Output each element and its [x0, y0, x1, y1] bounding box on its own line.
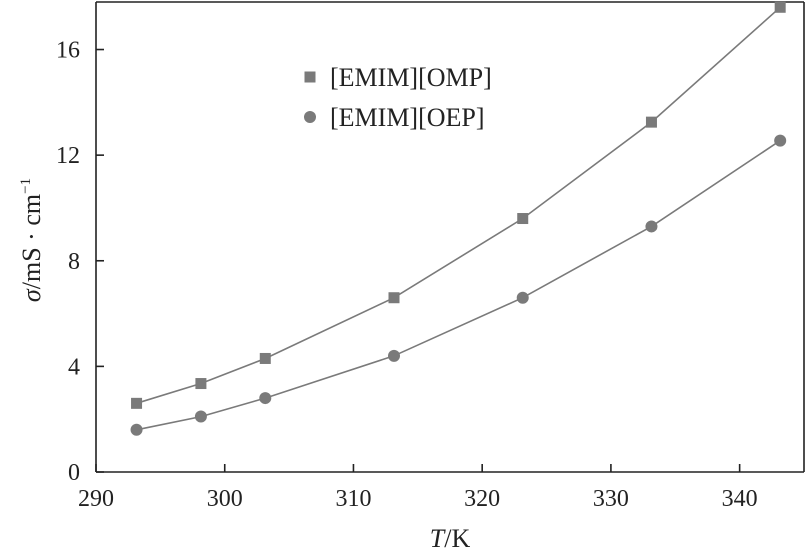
data-point-oep — [259, 392, 272, 405]
legend: [EMIM][OMP] [EMIM][OEP] — [304, 63, 492, 132]
data-point-omp — [131, 397, 143, 409]
legend-marker-omp — [304, 71, 316, 83]
y-axis-unit: /mS · cm — [17, 194, 46, 289]
legend-label-oep: [EMIM][OEP] — [330, 103, 485, 132]
y-tick-label: 0 — [68, 460, 80, 486]
data-point-oep — [516, 291, 529, 304]
y-tick-label: 4 — [68, 354, 80, 380]
data-point-omp — [774, 1, 786, 13]
y-tick-label: 8 — [68, 249, 80, 275]
x-tick-label: 330 — [593, 486, 629, 512]
series-line-oep — [136, 139, 781, 431]
y-axis-ticks: 0 4 8 12 16 — [56, 38, 104, 486]
x-tick-label: 310 — [335, 486, 371, 512]
x-axis-symbol: T — [430, 524, 446, 553]
data-point-oep — [774, 134, 787, 147]
data-point-omp — [195, 378, 207, 390]
y-axis-symbol: σ — [17, 288, 46, 302]
x-tick-label: 290 — [78, 486, 114, 512]
data-point-omp — [517, 213, 529, 225]
series-layer — [130, 1, 787, 436]
data-point-omp — [645, 116, 657, 128]
y-axis-exponent: −1 — [18, 178, 34, 194]
x-axis-title: T/K — [430, 524, 471, 553]
series-oep — [130, 134, 787, 436]
x-axis-ticks: 290 300 310 320 330 340 — [78, 464, 758, 512]
data-point-oep — [130, 423, 143, 436]
y-axis-title: σ/mS · cm−1 — [17, 178, 46, 302]
legend-label-omp: [EMIM][OMP] — [330, 63, 492, 92]
y-tick-label: 12 — [56, 143, 80, 169]
data-point-omp — [259, 352, 271, 364]
legend-marker-oep — [304, 111, 316, 123]
plot-area — [95, 1, 805, 473]
y-tick-label: 16 — [56, 38, 80, 64]
data-point-oep — [388, 349, 401, 362]
data-point-oep — [645, 220, 658, 233]
series-omp — [131, 1, 786, 409]
x-tick-label: 300 — [207, 486, 243, 512]
x-tick-label: 320 — [464, 486, 500, 512]
x-tick-label: 340 — [722, 486, 758, 512]
x-axis-unit: /K — [444, 524, 470, 553]
data-point-oep — [194, 410, 207, 423]
data-point-omp — [388, 292, 400, 304]
